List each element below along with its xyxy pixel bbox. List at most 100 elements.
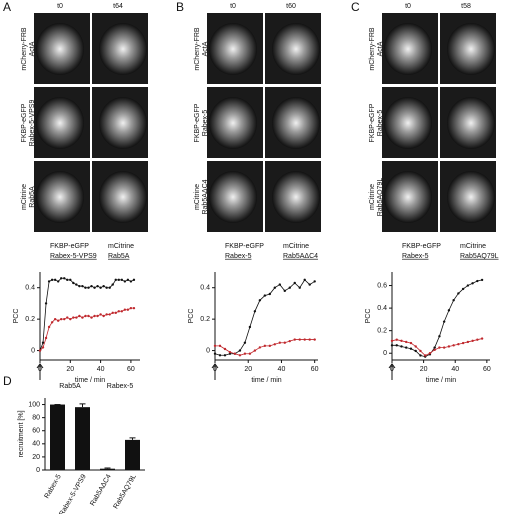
y-tick-label: 80 xyxy=(32,414,40,421)
series-line xyxy=(39,307,134,351)
data-point xyxy=(414,349,417,353)
data-point xyxy=(126,278,130,282)
cell xyxy=(99,97,147,149)
cell xyxy=(272,97,320,149)
data-point xyxy=(313,280,316,283)
data-point xyxy=(99,286,102,289)
data-point xyxy=(471,339,474,343)
data-point xyxy=(228,350,232,354)
x-tick-label: 40 xyxy=(278,366,286,373)
error-bar xyxy=(104,467,111,469)
data-point xyxy=(102,284,105,288)
data-point xyxy=(243,352,247,355)
column-label: t64 xyxy=(113,3,123,10)
data-point xyxy=(288,339,291,343)
x-tick-label: 40 xyxy=(97,366,105,373)
cell xyxy=(36,23,84,75)
series-line xyxy=(214,279,315,356)
data-point xyxy=(400,339,403,343)
data-point xyxy=(308,338,311,341)
x-tick-label: 60 xyxy=(311,366,319,373)
data-point xyxy=(263,294,267,297)
data-point xyxy=(75,316,78,319)
data-point xyxy=(213,344,217,348)
row-name: Rab5A xyxy=(29,186,36,208)
data-point xyxy=(263,344,267,348)
data-point xyxy=(313,338,316,341)
data-point xyxy=(433,346,436,349)
data-point xyxy=(278,283,281,286)
data-point xyxy=(298,338,301,341)
data-point xyxy=(480,278,484,282)
data-point xyxy=(476,279,479,283)
y-axis-label: PCC xyxy=(13,309,20,324)
y-tick-label: 0 xyxy=(206,347,210,354)
row-name: Rab5AQ79L xyxy=(377,178,384,217)
panel-letter: C xyxy=(351,0,360,14)
column-label: t0 xyxy=(405,3,411,10)
cell xyxy=(272,23,320,75)
data-point xyxy=(123,280,127,283)
data-point xyxy=(78,284,81,288)
x-tick-label: Rab5AQ79L xyxy=(113,473,138,510)
data-point xyxy=(41,346,45,349)
y-tick-label: 0 xyxy=(31,347,35,354)
y-tick-label: 20 xyxy=(32,454,40,461)
data-point xyxy=(84,286,87,289)
data-point xyxy=(390,344,394,347)
error-bar xyxy=(79,403,86,408)
column-label: t58 xyxy=(461,3,471,10)
data-point xyxy=(90,284,93,288)
data-point xyxy=(223,347,227,351)
row-tag: mCitrine xyxy=(21,184,28,210)
row-name: Rabex-5 xyxy=(202,110,209,137)
cell xyxy=(384,23,432,75)
data-point xyxy=(93,314,96,318)
y-tick-label: 0.4 xyxy=(200,285,210,292)
data-point xyxy=(93,286,96,289)
data-point xyxy=(56,280,60,283)
data-point xyxy=(117,310,120,313)
data-point xyxy=(60,277,63,280)
data-point xyxy=(461,341,465,345)
row-tag: mCherry-FRB xyxy=(194,27,201,70)
x-tick-label: Rab5AΔC4 xyxy=(89,473,113,507)
y-tick-label: 60 xyxy=(32,428,40,435)
data-point xyxy=(117,278,120,282)
data-point xyxy=(44,336,48,340)
column-label: t0 xyxy=(57,3,63,10)
x-axis-label: time / min xyxy=(251,377,281,384)
column-label: t60 xyxy=(286,3,296,10)
data-point xyxy=(132,306,136,310)
data-point xyxy=(409,341,413,345)
y-axis-label: PCC xyxy=(188,309,195,324)
data-point xyxy=(278,341,281,344)
data-point xyxy=(409,347,413,350)
cell xyxy=(209,97,257,149)
data-point xyxy=(84,314,87,318)
bar xyxy=(100,468,115,470)
data-point xyxy=(38,349,42,352)
data-point xyxy=(405,340,408,344)
y-tick-label: 0 xyxy=(383,350,387,357)
data-point xyxy=(111,283,114,286)
data-point xyxy=(405,346,408,349)
y-tick-label: 0 xyxy=(36,467,40,474)
x-tick-label: Rabex-5-VPS9 xyxy=(58,473,87,514)
data-point xyxy=(268,344,272,348)
data-point xyxy=(132,278,136,282)
data-point xyxy=(248,352,252,355)
row-name: ActA xyxy=(202,41,209,56)
y-tick-label: 0.4 xyxy=(25,285,35,292)
panel-letter: D xyxy=(3,374,12,388)
data-point xyxy=(123,308,127,311)
data-point xyxy=(395,338,398,341)
data-point xyxy=(303,338,306,341)
data-point xyxy=(400,345,403,348)
y-tick-label: 0.4 xyxy=(377,305,387,312)
x-axis-label: time / min xyxy=(426,377,456,384)
data-point xyxy=(419,349,422,353)
data-point xyxy=(96,314,99,318)
cell xyxy=(209,23,257,75)
